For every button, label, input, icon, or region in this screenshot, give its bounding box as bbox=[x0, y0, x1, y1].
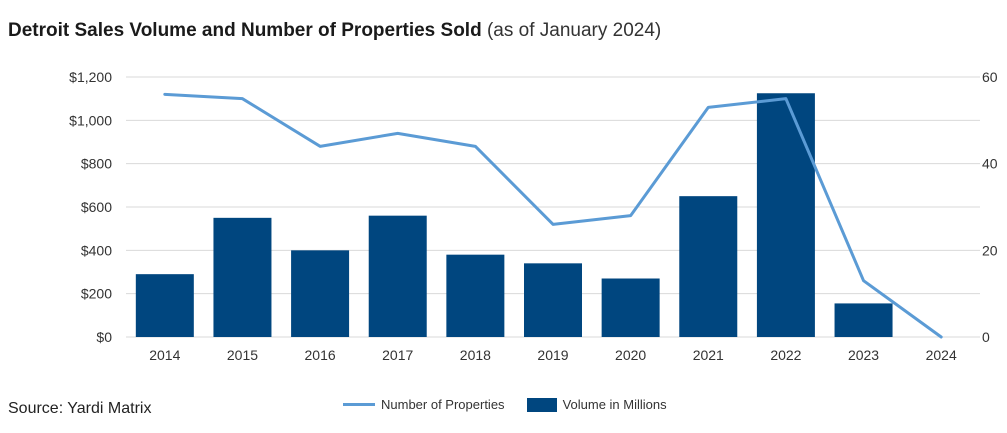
bar bbox=[368, 215, 427, 337]
bar bbox=[756, 93, 815, 337]
x-tick-label: 2022 bbox=[770, 347, 801, 363]
x-tick-label: 2017 bbox=[382, 347, 413, 363]
y-tick-label: $0 bbox=[96, 329, 112, 345]
y-tick-label: $1,000 bbox=[69, 112, 112, 128]
chart-title-main: Detroit Sales Volume and Number of Prope… bbox=[8, 20, 482, 41]
source-note: Source: Yardi Matrix bbox=[8, 400, 152, 417]
x-tick-label: 2024 bbox=[926, 347, 957, 363]
bar bbox=[834, 303, 893, 337]
properties-line bbox=[163, 92, 943, 339]
legend-bar-swatch bbox=[526, 397, 557, 412]
x-tick-label: 2014 bbox=[149, 347, 180, 363]
y2-tick-label: 60 bbox=[982, 69, 998, 85]
x-tick-label: 2015 bbox=[227, 347, 258, 363]
y-tick-label: $200 bbox=[81, 286, 112, 302]
bar bbox=[446, 254, 505, 337]
legend-bar-label: Volume in Millions bbox=[562, 397, 667, 412]
bar bbox=[213, 217, 272, 337]
bar bbox=[601, 278, 660, 337]
y2-tick-label: 40 bbox=[982, 156, 998, 172]
bar bbox=[135, 274, 194, 337]
x-tick-label: 2019 bbox=[537, 347, 568, 363]
chart-title: Detroit Sales Volume and Number of Prope… bbox=[8, 20, 661, 42]
y2-tick-label: 0 bbox=[982, 329, 990, 345]
y-tick-label: $1,200 bbox=[69, 69, 112, 85]
y-tick-label: $400 bbox=[81, 242, 112, 258]
bar bbox=[291, 250, 350, 337]
legend-line-swatch bbox=[343, 403, 375, 406]
x-tick-label: 2020 bbox=[615, 347, 646, 363]
chart-title-subtitle: (as of January 2024) bbox=[486, 20, 662, 41]
y2-tick-label: 20 bbox=[982, 242, 998, 258]
bar bbox=[524, 263, 582, 337]
x-tick-label: 2021 bbox=[693, 347, 724, 363]
legend-line-label: Number of Properties bbox=[381, 397, 505, 412]
bar bbox=[679, 196, 738, 337]
y-tick-label: $600 bbox=[81, 199, 112, 215]
y-tick-label: $800 bbox=[81, 156, 112, 172]
x-tick-label: 2016 bbox=[305, 347, 336, 363]
chart-legend: Number of Properties Volume in Millions bbox=[343, 397, 667, 412]
x-tick-label: 2018 bbox=[460, 347, 491, 363]
x-tick-label: 2023 bbox=[848, 347, 879, 363]
